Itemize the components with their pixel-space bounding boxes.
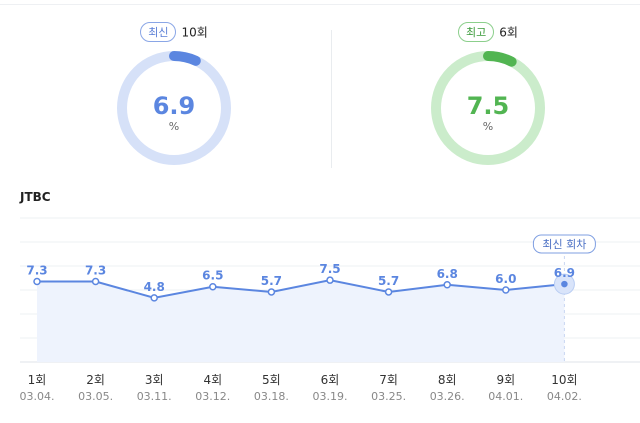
x-tick-episode: 10회 — [551, 373, 577, 387]
chart-marks: 7.3 7.3 4.8 6.5 5.7 7.5 5.7 6.8 6.0 6.9 — [26, 262, 575, 302]
data-label: 6.0 — [495, 272, 516, 286]
x-tick-episode: 4회 — [203, 373, 222, 387]
data-point — [502, 286, 510, 294]
latest-unit: % — [168, 120, 180, 133]
latest-donut — [117, 51, 231, 165]
data-label: 6.9 — [554, 266, 575, 280]
x-tick-episode: 1회 — [28, 373, 47, 387]
top-separator — [0, 4, 640, 5]
x-tick-episode: 8회 — [438, 373, 457, 387]
best-value: 7.5 — [466, 92, 510, 120]
best-donut — [431, 51, 545, 165]
x-tick-episode: 9회 — [496, 373, 515, 387]
x-tick-date: 03.04. — [20, 390, 55, 403]
x-tick-episode: 7회 — [379, 373, 398, 387]
x-tick-date: 03.05. — [78, 390, 113, 403]
x-tick-date: 03.26. — [430, 390, 465, 403]
latest-callout-text: 최신 회차 — [542, 238, 586, 251]
data-point — [33, 277, 41, 286]
ratings-line-chart: 7.3 7.3 4.8 6.5 5.7 7.5 5.7 6.8 6.0 6.9 1회 03.04. 2… — [20, 217, 640, 403]
x-tick-date: 03.25. — [371, 390, 406, 403]
x-tick-episode: 5회 — [262, 373, 281, 387]
latest-episode: 10회 — [181, 25, 208, 40]
data-point — [384, 288, 393, 296]
latest-rating-panel: 최신 10회 6.9 % — [74, 20, 274, 180]
data-label: 7.3 — [26, 263, 47, 277]
data-point — [561, 280, 568, 288]
x-tick-episode: 2회 — [86, 373, 105, 387]
chart-title: JTBC — [20, 190, 51, 204]
x-tick-date: 04.02. — [547, 390, 582, 403]
x-tick-date: 03.11. — [137, 390, 172, 403]
data-label: 4.8 — [144, 280, 165, 294]
x-tick-date: 03.12. — [195, 390, 230, 403]
data-point — [443, 281, 451, 289]
best-donut-arc — [431, 51, 545, 165]
best-episode: 6회 — [499, 25, 518, 40]
data-point — [267, 288, 276, 296]
best-header: 최고 6회 — [388, 22, 588, 42]
x-tick-episode: 3회 — [145, 373, 164, 387]
latest-value: 6.9 — [152, 92, 196, 120]
data-label: 6.5 — [202, 269, 223, 283]
x-tick-date: 03.19. — [313, 390, 348, 403]
best-unit: % — [482, 120, 494, 133]
data-label: 7.5 — [319, 262, 340, 276]
x-tick-date: 04.01. — [488, 390, 523, 403]
data-point — [91, 277, 100, 286]
best-badge: 최고 — [458, 22, 495, 42]
latest-header: 최신 10회 — [74, 22, 274, 42]
data-label: 5.7 — [378, 274, 399, 288]
latest-badge: 최신 — [140, 22, 177, 42]
x-tick-date: 03.18. — [254, 390, 289, 403]
data-point — [326, 276, 334, 284]
chart-series-line — [37, 279, 565, 299]
data-point — [150, 294, 158, 302]
latest-callout-box — [532, 234, 596, 254]
panel-divider — [331, 30, 332, 168]
best-rating-panel: 최고 6회 7.5 % — [388, 20, 588, 180]
latest-donut-arc — [117, 51, 231, 165]
chart-area-fill — [37, 280, 565, 362]
data-label: 6.8 — [437, 267, 458, 281]
data-point — [209, 282, 217, 291]
latest-callout: 최신 회차 — [532, 234, 596, 254]
x-tick-episode: 6회 — [321, 373, 340, 387]
chart-x-labels: 1회 03.04. 2회 03.05. 3회 03.11. 4회 03.12. 5회 03.18.… — [20, 373, 582, 403]
data-label: 5.7 — [261, 274, 282, 288]
data-label: 7.3 — [85, 263, 106, 277]
